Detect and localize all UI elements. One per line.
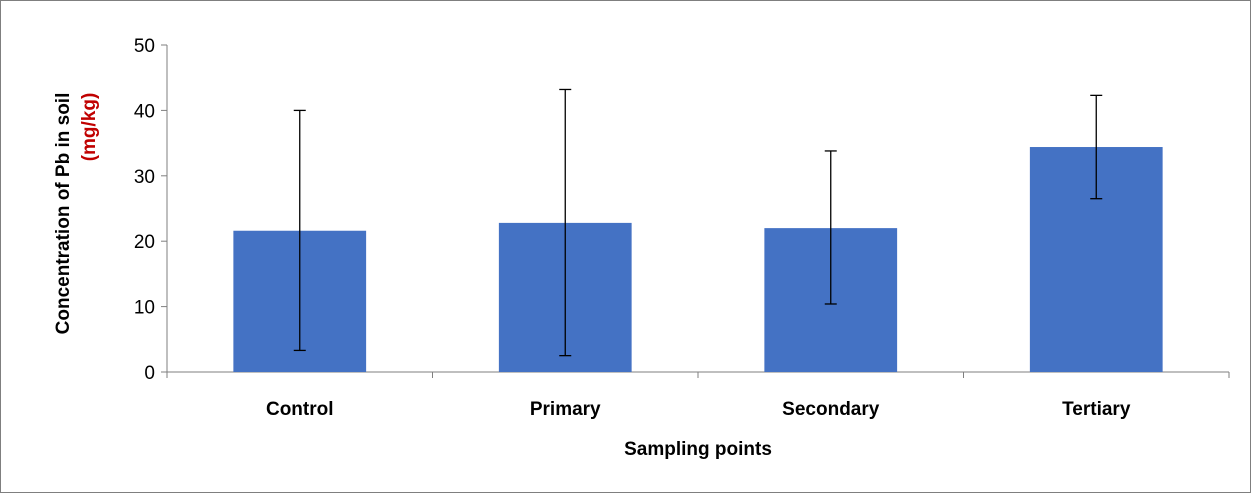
y-tick-group: 0 10 20 30 40 50 xyxy=(134,36,167,384)
y-tick-label: 0 xyxy=(144,363,155,384)
y-tick-label: 20 xyxy=(134,232,155,253)
bar-series xyxy=(233,147,1163,372)
y-tick-label: 30 xyxy=(134,167,155,188)
category-label-group: Control Primary Secondary Tertiary xyxy=(266,399,1131,420)
x-tick-group xyxy=(166,372,1230,378)
y-tick-label: 10 xyxy=(134,298,155,319)
y-axis-title-group: Concentration of Pb in soil (mg/kg) xyxy=(53,93,100,335)
category-label-secondary: Secondary xyxy=(782,399,880,420)
error-bar-group xyxy=(293,88,1103,357)
category-label-control: Control xyxy=(266,399,334,420)
y-axis-title: Concentration of Pb in soil xyxy=(53,93,74,335)
x-axis-title: Sampling points xyxy=(624,439,772,460)
category-label-tertiary: Tertiary xyxy=(1062,399,1131,420)
y-axis-unit: (mg/kg) xyxy=(79,93,100,162)
y-tick-label: 50 xyxy=(134,36,155,57)
y-tick-label: 40 xyxy=(134,101,155,122)
category-label-primary: Primary xyxy=(530,399,601,420)
